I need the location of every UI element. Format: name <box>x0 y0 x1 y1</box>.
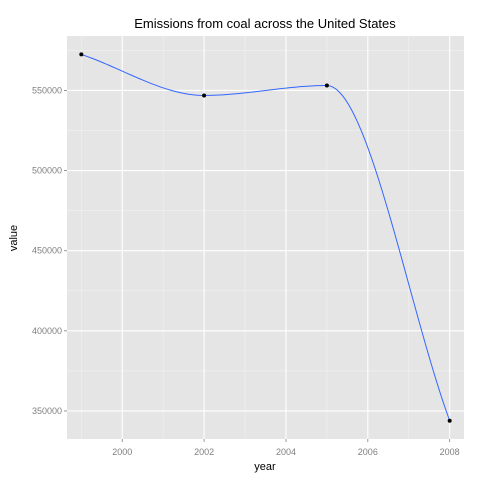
x-axis-title: year <box>254 461 276 473</box>
y-axis: 350000 400000 450000 500000 550000 <box>32 85 67 416</box>
x-tick-label: 2004 <box>276 447 296 457</box>
y-tick-label: 400000 <box>32 326 62 336</box>
data-point <box>447 418 452 423</box>
x-axis: 2000 2002 2004 2006 2008 <box>112 439 460 457</box>
y-tick-label: 550000 <box>32 85 62 95</box>
data-point <box>202 93 207 98</box>
data-points <box>79 52 452 423</box>
x-tick-label: 2002 <box>194 447 214 457</box>
data-point <box>79 52 84 57</box>
x-tick-label: 2008 <box>440 447 460 457</box>
data-point <box>324 83 329 88</box>
y-tick-label: 500000 <box>32 166 62 176</box>
y-axis-title: value <box>8 225 20 251</box>
y-tick-label: 350000 <box>32 406 62 416</box>
x-tick-label: 2000 <box>112 447 132 457</box>
smooth-line <box>81 53 451 421</box>
plot-panel <box>67 36 464 439</box>
x-tick-label: 2006 <box>358 447 378 457</box>
chart-title: Emissions from coal across the United St… <box>134 16 396 31</box>
y-tick-label: 450000 <box>32 246 62 256</box>
grid <box>67 36 464 439</box>
